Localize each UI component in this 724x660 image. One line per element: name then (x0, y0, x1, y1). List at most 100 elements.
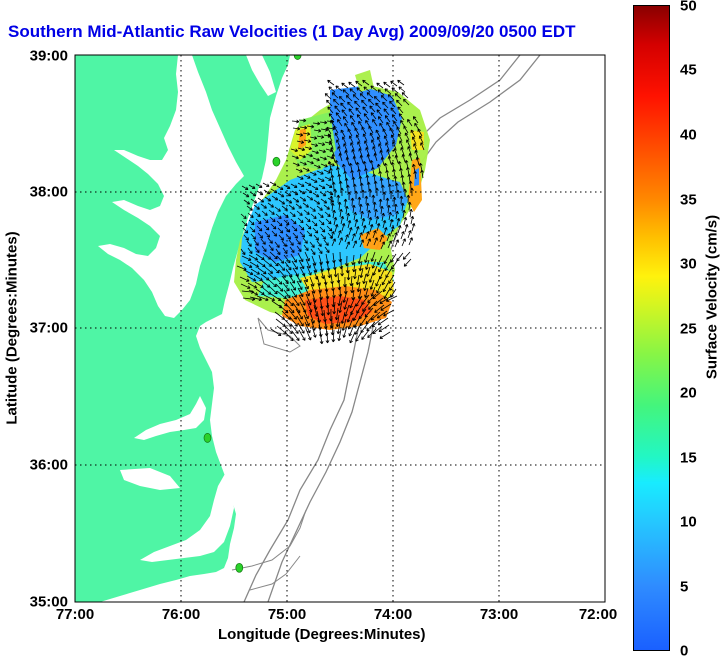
velocity-arrow (264, 266, 274, 274)
velocity-arrow (375, 187, 379, 197)
velocity-arrow (353, 316, 361, 328)
velocity-arrow (361, 329, 370, 340)
velocity-arrow (411, 136, 417, 145)
velocity-arrow (391, 114, 398, 122)
velocity-arrow (288, 309, 297, 320)
velocity-arrow (263, 189, 271, 195)
velocity-arrow (324, 246, 330, 254)
velocity-arrow (347, 191, 352, 201)
x-axis-label: Longitude (Degrees:Minutes) (218, 626, 426, 643)
velocity-arrow (340, 265, 345, 277)
velocity-arrow (361, 99, 368, 107)
velocity-arrow (380, 303, 392, 311)
velocity-arrow (351, 233, 356, 242)
velocity-arrow (325, 218, 332, 225)
velocity-arrow (376, 136, 382, 145)
velocity-arrow (347, 219, 352, 229)
velocity-arrow (317, 212, 324, 218)
velocity-arrow (306, 300, 313, 313)
velocity-arrow (355, 274, 360, 286)
velocity-arrow (331, 154, 336, 163)
velocity-arrow (346, 212, 350, 222)
velocity-arrow (298, 329, 306, 341)
velocity-arrow (386, 233, 391, 242)
velocity-arrow (394, 182, 399, 192)
velocity-arrow (250, 233, 256, 240)
velocity-arrow (311, 325, 317, 338)
velocity-arrow (333, 98, 340, 106)
velocity-arrow (327, 267, 332, 279)
velocity-arrow (304, 181, 312, 186)
velocity-arrow (399, 140, 404, 149)
velocity-arrow (390, 80, 398, 87)
velocity-arrow (385, 197, 390, 207)
velocity-arrow (380, 184, 385, 194)
velocity-arrow (299, 196, 307, 202)
velocity-arrow (338, 237, 343, 246)
x-tick-label: 75:00 (267, 606, 307, 623)
velocity-arrow (327, 160, 332, 170)
velocity-arrow (366, 238, 371, 247)
velocity-arrow (338, 153, 343, 162)
velocity-arrow (319, 120, 328, 125)
velocity-arrow (305, 328, 312, 341)
graticule (75, 55, 605, 602)
velocity-arrow (304, 251, 310, 262)
velocity-arrow (242, 262, 253, 269)
map-title: Southern Mid-Atlantic Raw Velocities (1 … (8, 22, 576, 41)
velocity-arrow (305, 223, 312, 230)
velocity-arrow (378, 170, 383, 180)
velocity-arrow (297, 252, 304, 263)
velocity-arrow (302, 237, 308, 244)
velocity-arrow (340, 102, 347, 110)
velocity-arrow (350, 282, 355, 294)
velocity-arrow (370, 286, 376, 297)
velocity-arrow (316, 240, 322, 247)
velocity-arrow (404, 159, 409, 169)
velocity-arrow (330, 202, 335, 212)
velocity-arrow (240, 283, 251, 289)
velocity-arrow (249, 191, 257, 197)
velocity-arrow (362, 273, 367, 284)
velocity-arrow (344, 205, 349, 215)
velocity-arrow (254, 211, 261, 217)
x-tick-label: 77:00 (55, 606, 95, 623)
velocity-arrow (410, 187, 414, 197)
velocity-arrow (275, 283, 284, 292)
velocity-arrow (357, 168, 361, 178)
velocity-arrow (271, 230, 278, 237)
velocity-arrow (350, 169, 354, 179)
velocity-arrow (254, 246, 260, 254)
velocity-arrow (337, 230, 342, 239)
velocity-arrow (376, 223, 381, 232)
velocity-arrow (375, 215, 380, 225)
velocity-arrow (396, 99, 403, 107)
velocity-arrow (344, 150, 349, 159)
velocity-arrow (390, 107, 397, 115)
velocity-arrow (331, 181, 336, 191)
velocity-arrow (345, 95, 353, 102)
velocity-arrow (285, 198, 293, 204)
velocity-arrow (338, 180, 343, 190)
velocity-arrow (335, 314, 340, 328)
velocity-arrow (399, 195, 404, 205)
velocity-arrow (277, 192, 285, 198)
velocity-arrow (257, 267, 267, 275)
velocity-arrow (404, 224, 409, 233)
velocity-arrow (319, 226, 326, 233)
velocity-arrow (313, 234, 319, 241)
velocity-arrow (295, 168, 303, 173)
velocity-arrow (389, 127, 395, 136)
colorbar-tick-label: 35 (680, 191, 697, 209)
velocity-arrow (274, 276, 283, 285)
velocity-arrow (291, 119, 300, 124)
velocity-arrow (389, 218, 394, 228)
velocity-arrow (269, 216, 276, 223)
velocity-arrow (353, 211, 357, 221)
velocity-arrow (414, 150, 419, 159)
velocity-arrow (329, 195, 334, 205)
velocity-arrow (336, 321, 341, 335)
velocity-arrow (269, 286, 278, 295)
velocity-arrow (337, 119, 343, 127)
velocity-arrow (242, 227, 249, 234)
